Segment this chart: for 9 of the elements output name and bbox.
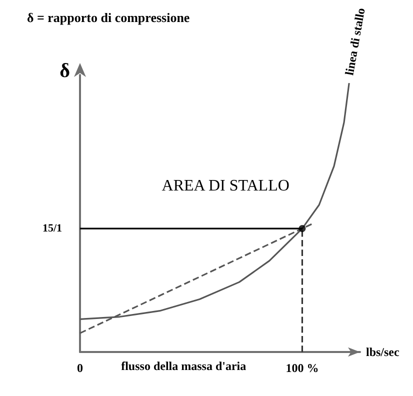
x-tick-label: 0 — [77, 361, 83, 375]
y-axis-title: δ — [60, 60, 70, 82]
annotation: 15/1 — [42, 222, 62, 235]
annotation: AREA DI STALLO — [162, 177, 290, 194]
x-axis-title: lbs/sec — [366, 345, 400, 359]
text: linea di stallo — [342, 6, 368, 76]
text: flusso della massa d'aria — [121, 358, 246, 373]
x-tick-label: 100 % — [286, 361, 319, 375]
chart-title: δ = rapporto di compressione — [27, 10, 190, 25]
